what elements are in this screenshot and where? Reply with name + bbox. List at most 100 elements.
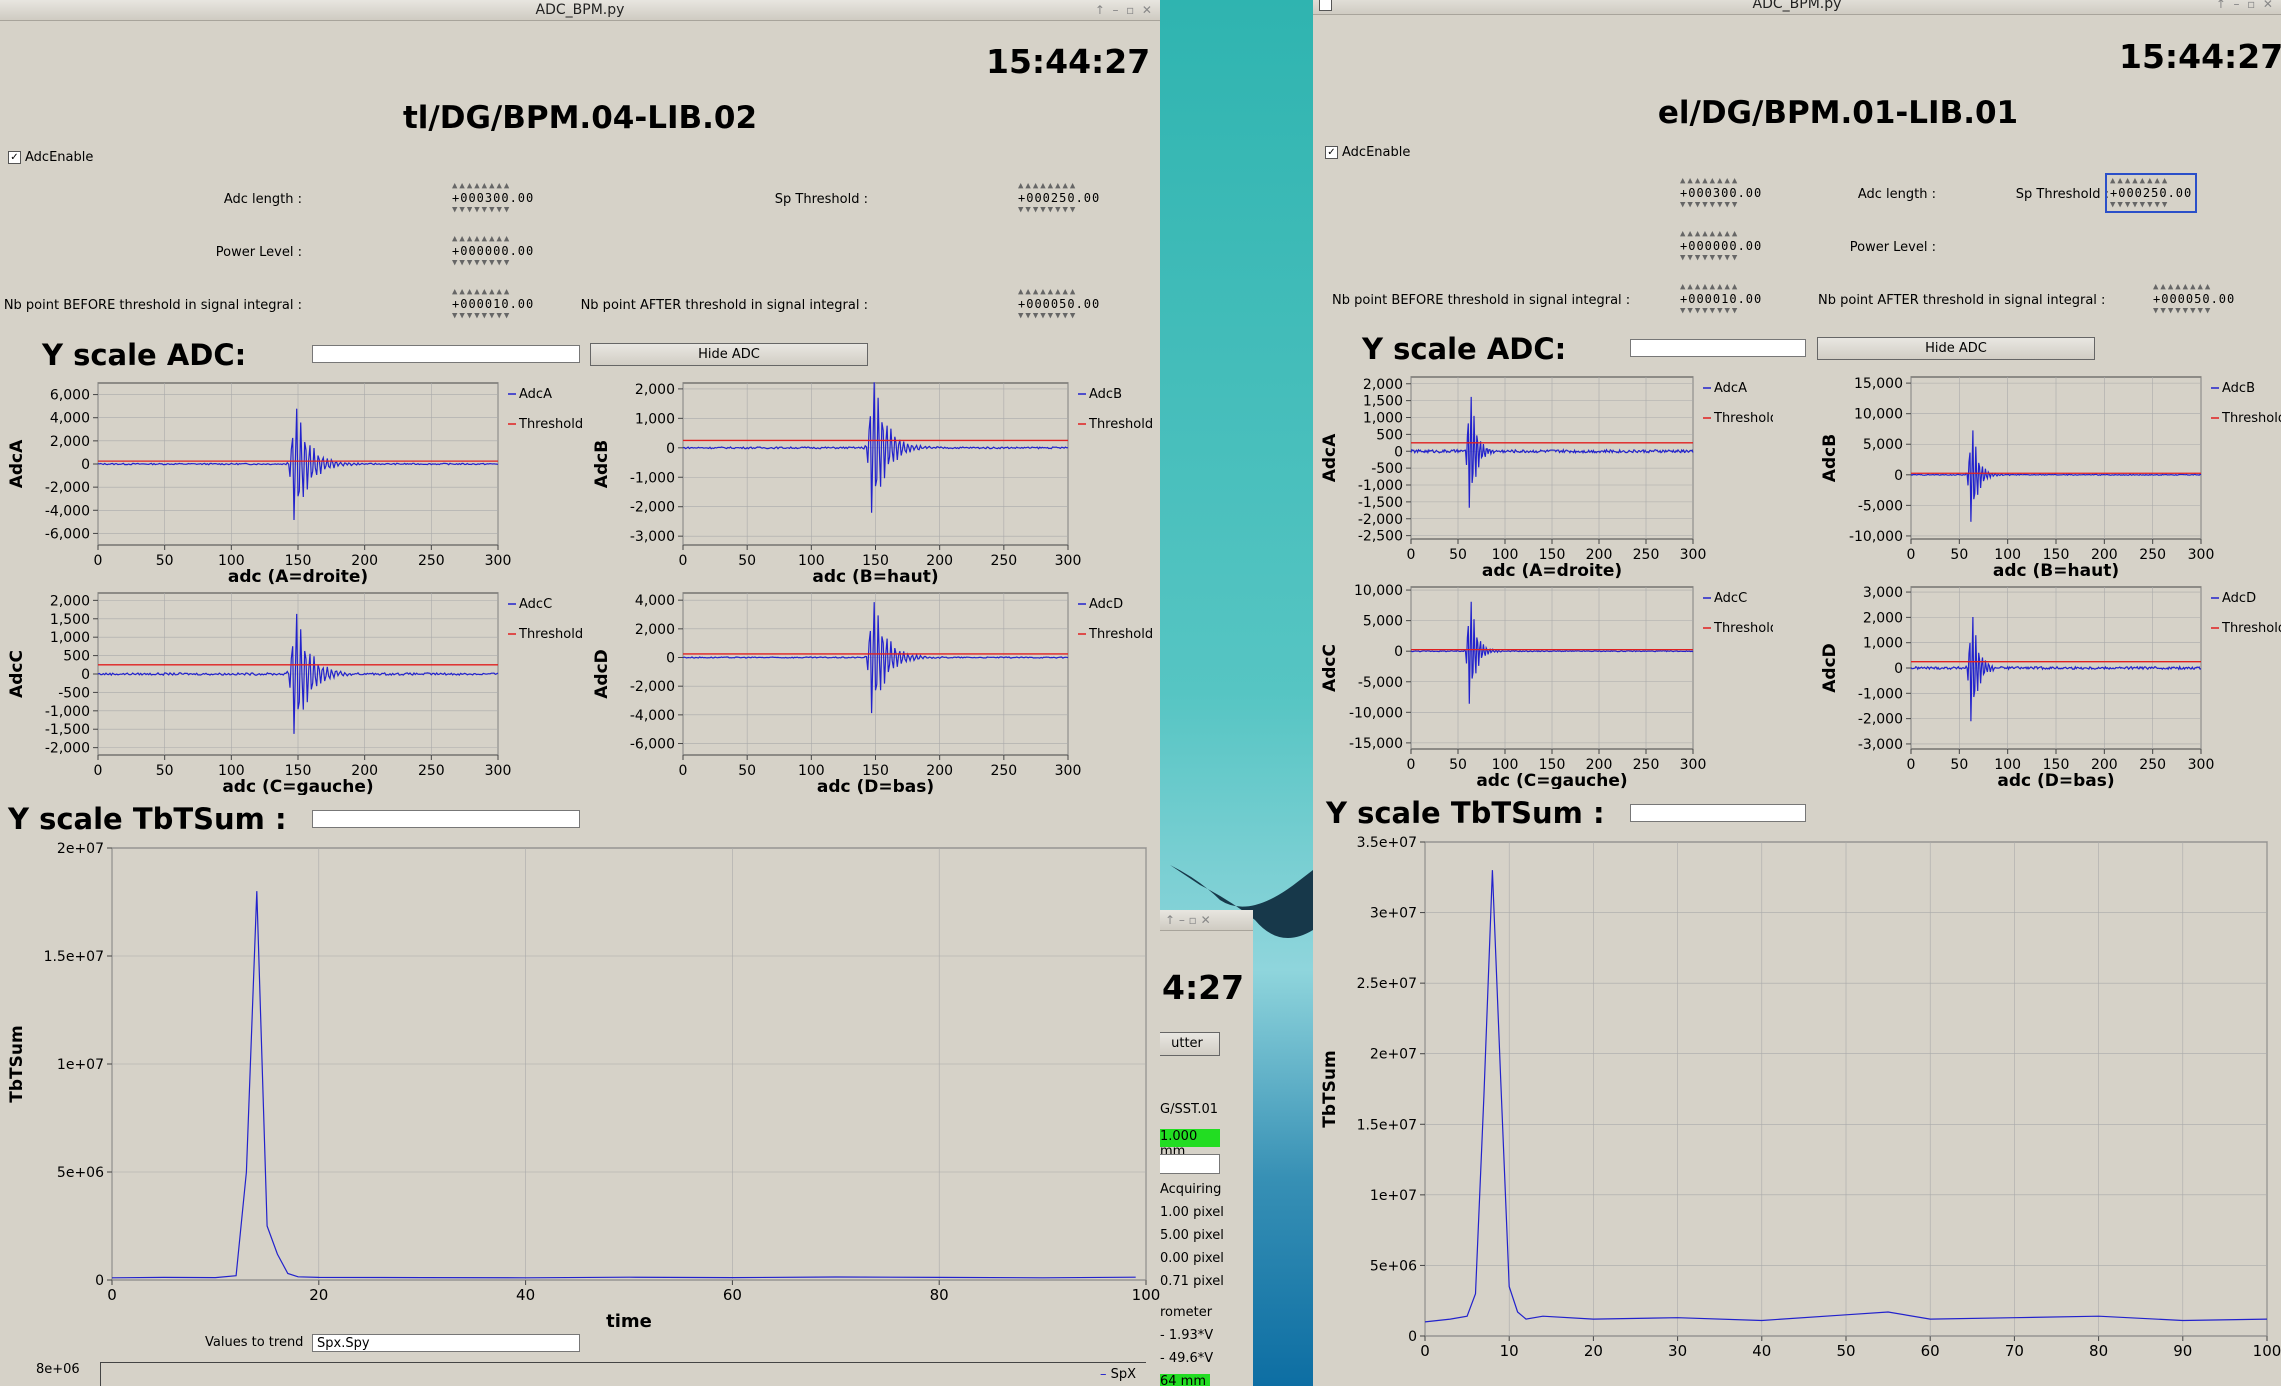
x-tick-label: 0 <box>1420 1342 1430 1360</box>
y-tick-label: 1.5e+07 <box>1357 1117 1417 1133</box>
signal-line <box>97 408 499 521</box>
y-tick-label: 5,000 <box>1363 614 1403 630</box>
check-icon[interactable]: ✓ <box>8 151 21 164</box>
x-tick-label: 300 <box>485 553 512 569</box>
x-tick-label: 150 <box>862 763 889 779</box>
x-tick-label: 200 <box>351 553 378 569</box>
x-tick-label: 0 <box>1407 757 1416 773</box>
desktop-wallpaper-shape <box>1170 865 1313 938</box>
nb-after-label: Nb point AFTER threshold in signal integ… <box>580 298 868 313</box>
y-axis-label: AdcC <box>1320 644 1340 692</box>
adc-length-spinbox[interactable]: ▲▲▲▲▲▲▲▲ +000300.00 ▼▼▼▼▼▼▼▼ <box>452 181 535 215</box>
adc-d-chart: 0 50 100 150 200 250 300 3,000 2,000 1,000 0 -1,000… <box>1820 585 2281 789</box>
sp-threshold-spinbox[interactable]: ▲▲▲▲▲▲▲▲ +000250.00 ▼▼▼▼▼▼▼▼ <box>2105 173 2198 213</box>
check-icon[interactable]: ✓ <box>1325 146 1338 159</box>
window-menu-icon[interactable] <box>1319 0 1332 11</box>
y-scale-adc-input[interactable] <box>312 345 580 363</box>
nb-after-label: Nb point AFTER threshold in signal integ… <box>1818 293 2106 308</box>
background-button[interactable]: utter <box>1160 1032 1220 1056</box>
y-tick-label: 2,000 <box>635 382 675 398</box>
hide-adc-button[interactable]: Hide ADC <box>590 343 868 366</box>
signal-line <box>1424 870 2268 1323</box>
y-tick-label: 0 <box>95 1273 104 1289</box>
window-controls[interactable]: ↑ – ▫ ✕ <box>1094 3 1152 17</box>
y-tick-label: 2e+07 <box>1370 1047 1417 1063</box>
adc-c-chart: 0 50 100 150 200 250 300 10,000 5,000 0 -5,000 -10,… <box>1320 583 1773 789</box>
y-tick-label: -2,000 <box>45 480 90 496</box>
adc-length-spinbox[interactable]: ▲▲▲▲▲▲▲▲ +000300.00 ▼▼▼▼▼▼▼▼ <box>1680 176 1763 210</box>
adc-c-chart: 0 50 100 150 200 250 300 2,000 1,500 1,000 500 0 -50… <box>7 592 583 795</box>
x-tick-label: 200 <box>926 553 953 569</box>
power-level-spinbox[interactable]: ▲▲▲▲▲▲▲▲ +000000.00 ▼▼▼▼▼▼▼▼ <box>452 234 535 268</box>
background-window[interactable]: ↑ – ▫ ✕ 4:27 utter G/SST.01 1.000 mm Acq… <box>1160 910 1253 1386</box>
power-level-label: Power Level : <box>1849 240 1936 255</box>
adc-a-chart: 0 50 100 150 200 250 3002,0001,5001,0005000-50… <box>1320 376 1773 579</box>
y-scale-tbt-label: Y scale TbTSum : <box>1326 796 1605 830</box>
y-axis-label: AdcA <box>7 439 27 488</box>
y-tick-label: -15,000 <box>1349 736 1403 752</box>
x-axis-label: adc (D=bas) <box>817 777 934 795</box>
y-tick-label: -5,000 <box>1858 498 1903 514</box>
x-tick-label: 150 <box>1539 757 1566 773</box>
x-tick-label: 50 <box>1950 547 1968 563</box>
y-tick-label: 1,500 <box>1363 394 1403 410</box>
legend-label: AdcC <box>1714 591 1747 606</box>
nb-before-spinbox[interactable]: ▲▲▲▲▲▲▲▲ +000010.00 ▼▼▼▼▼▼▼▼ <box>452 287 535 321</box>
y-scale-adc-input[interactable] <box>1630 339 1806 357</box>
power-level-spinbox[interactable]: ▲▲▲▲▲▲▲▲ +000000.00 ▼▼▼▼▼▼▼▼ <box>1680 229 1763 263</box>
y-tick-label: -1,000 <box>45 704 90 720</box>
x-tick-label: 300 <box>1055 763 1082 779</box>
adc-enable-checkbox[interactable]: ✓ AdcEnable <box>8 150 93 165</box>
nb-after-spinbox[interactable]: ▲▲▲▲▲▲▲▲ +000050.00 ▼▼▼▼▼▼▼▼ <box>1018 287 1101 321</box>
y-scale-tbt-input[interactable] <box>1630 804 1806 822</box>
x-tick-label: 250 <box>990 553 1017 569</box>
x-tick-label: 50 <box>738 763 756 779</box>
x-tick-label: 250 <box>418 763 445 779</box>
y-scale-tbt-input[interactable] <box>312 810 580 828</box>
legend-label: Threshold <box>2221 411 2281 426</box>
y-tick-label: 0 <box>1894 661 1903 677</box>
signal-line <box>1410 396 1694 508</box>
tbt-sum-chart: 0 10 20 30 40 50 60 70 80 90 100 0 5e+06 1e+07 1.5e+07… <box>1320 835 2281 1360</box>
x-tick-label: 150 <box>862 553 889 569</box>
nb-after-spinbox[interactable]: ▲▲▲▲▲▲▲▲ +000050.00 ▼▼▼▼▼▼▼▼ <box>2153 282 2236 316</box>
background-line: Acquiring <box>1160 1182 1222 1197</box>
signal-line <box>1910 430 2202 522</box>
nb-before-spinbox[interactable]: ▲▲▲▲▲▲▲▲ +000010.00 ▼▼▼▼▼▼▼▼ <box>1680 282 1763 316</box>
values-to-trend-input[interactable]: Spx.Spy <box>312 1334 580 1352</box>
window-titlebar[interactable]: ADC_BPM.py ↑ – ▫ ✕ <box>1313 0 2281 15</box>
x-axis-label: adc (D=bas) <box>1997 771 2114 789</box>
adc-d-chart: 0 50 100 150 200 250 300 4,000 2,000 0 -2,000 -4,00… <box>592 592 1153 795</box>
x-tick-label: 100 <box>1132 1286 1160 1304</box>
x-tick-label: 0 <box>679 763 688 779</box>
x-tick-label: 70 <box>2005 1342 2024 1360</box>
adc-enable-checkbox[interactable]: ✓ AdcEnable <box>1325 145 1410 160</box>
y-tick-label: -2,000 <box>45 741 90 757</box>
x-tick-label: 250 <box>418 553 445 569</box>
y-tick-label: 2,000 <box>635 622 675 638</box>
x-tick-label: 250 <box>2139 547 2166 563</box>
legend-label: Threshold <box>1088 417 1153 432</box>
window-controls[interactable]: ↑ – ▫ ✕ <box>2215 0 2273 11</box>
trend-legend-spx: – SpX <box>1100 1367 1137 1382</box>
y-tick-label: 6,000 <box>50 388 90 404</box>
signal-line <box>1910 616 2202 722</box>
x-tick-label: 30 <box>1668 1342 1687 1360</box>
y-axis-label: AdcC <box>7 650 27 698</box>
background-line: 0.71 pixel <box>1160 1274 1224 1289</box>
x-tick-label: 20 <box>309 1286 328 1304</box>
y-tick-label: -1,000 <box>1858 686 1903 702</box>
x-tick-label: 0 <box>1907 547 1916 563</box>
device-title: el/DG/BPM.01-LIB.01 <box>1657 95 2019 131</box>
adc-length-label: Adc length : <box>223 192 302 207</box>
y-tick-label: 1,000 <box>50 630 90 646</box>
sp-threshold-spinbox[interactable]: ▲▲▲▲▲▲▲▲ +000250.00 ▼▼▼▼▼▼▼▼ <box>1018 181 1101 215</box>
hide-adc-button[interactable]: Hide ADC <box>1817 337 2095 360</box>
adc-enable-label: AdcEnable <box>25 150 94 165</box>
window-titlebar[interactable]: ADC_BPM.py ↑ – ▫ ✕ <box>0 0 1160 21</box>
x-tick-label: 150 <box>2043 757 2070 773</box>
x-tick-label: 50 <box>156 763 174 779</box>
tbt-sum-chart: 0 20 40 60 80 100 0 5e+06 1e+07 1.5e+07 2e+07 time T… <box>7 841 1160 1330</box>
background-window-titlebar[interactable]: ↑ – ▫ ✕ <box>1160 910 1253 931</box>
background-input[interactable] <box>1160 1154 1220 1174</box>
